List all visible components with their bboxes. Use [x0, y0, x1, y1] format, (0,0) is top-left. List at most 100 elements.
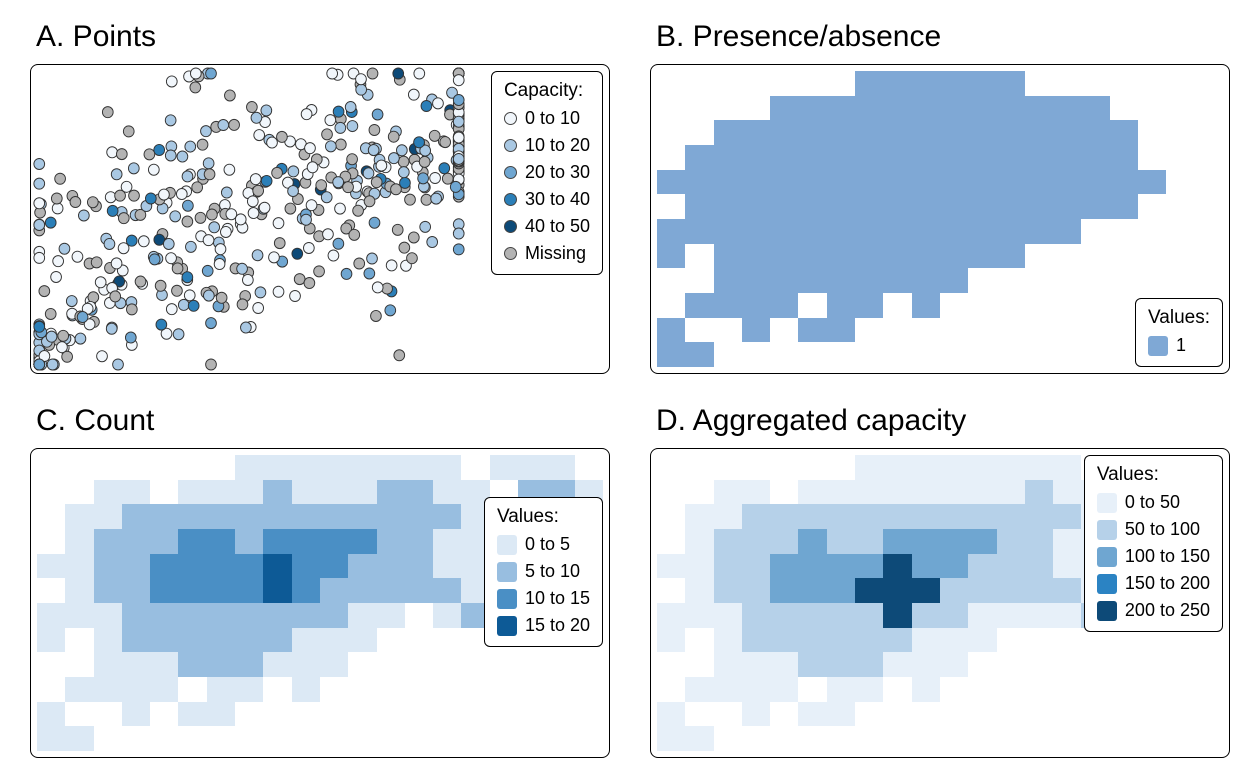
grid-cell [855, 578, 883, 603]
grid-cell [37, 603, 65, 628]
grid-cell [94, 726, 122, 751]
grid-cell [1081, 726, 1109, 751]
grid-cell [1166, 96, 1194, 121]
grid-cell [377, 554, 405, 579]
grid-cell [65, 726, 93, 751]
grid-cell [940, 293, 968, 318]
grid-cell [65, 504, 93, 529]
grid-cell [657, 145, 685, 170]
legend-swatch [1097, 520, 1117, 540]
legend-swatch [1097, 493, 1117, 513]
grid-cell [968, 342, 996, 367]
grid-cell [178, 578, 206, 603]
grid-cell [461, 726, 489, 751]
grid-cell [263, 480, 291, 505]
grid-cell [685, 702, 713, 727]
grid-cell [377, 677, 405, 702]
grid-cell [1110, 219, 1138, 244]
grid-cell [798, 145, 826, 170]
grid-cell [1025, 578, 1053, 603]
grid-cell [997, 603, 1025, 628]
grid-cell [855, 318, 883, 343]
grid-cell [742, 71, 770, 96]
grid-cell [1166, 145, 1194, 170]
grid-cell [1110, 244, 1138, 269]
grid-cell [178, 603, 206, 628]
grid-cell [405, 702, 433, 727]
grid-cell [798, 170, 826, 195]
legend-swatch [1148, 336, 1168, 356]
grid-cell [912, 293, 940, 318]
grid-cell [714, 71, 742, 96]
grid-cell [714, 504, 742, 529]
grid-cell [405, 455, 433, 480]
grid-cell [657, 96, 685, 121]
grid-cell [1025, 96, 1053, 121]
grid-cell [912, 554, 940, 579]
grid-cell [433, 529, 461, 554]
grid-cell [292, 578, 320, 603]
grid-cell [742, 145, 770, 170]
grid-cell [178, 455, 206, 480]
grid-cell [1081, 244, 1109, 269]
grid-cell [827, 504, 855, 529]
grid-cell [207, 677, 235, 702]
grid-cell [150, 726, 178, 751]
grid-cell [94, 652, 122, 677]
grid-cell [575, 702, 603, 727]
grid-cell [827, 480, 855, 505]
grid-cell [1081, 145, 1109, 170]
grid-cell [1025, 504, 1053, 529]
grid-cell [320, 603, 348, 628]
grid-cell [37, 702, 65, 727]
grid-cell [714, 170, 742, 195]
grid-cell [37, 677, 65, 702]
grid-cell [883, 120, 911, 145]
grid-cell [575, 726, 603, 751]
grid-cell [968, 554, 996, 579]
grid-cell [1110, 194, 1138, 219]
grid-cell [377, 578, 405, 603]
panel-b-box: Values: 1 [650, 64, 1230, 374]
panel-a-legend: Capacity: 0 to 1010 to 2020 to 3030 to 4… [491, 71, 603, 275]
grid-cell [827, 120, 855, 145]
grid-cell [1053, 194, 1081, 219]
grid-cell [798, 603, 826, 628]
grid-cell [1138, 71, 1166, 96]
grid-cell [1195, 702, 1223, 727]
grid-cell [1195, 194, 1223, 219]
grid-cell [770, 554, 798, 579]
grid-cell [1081, 677, 1109, 702]
grid-cell [827, 554, 855, 579]
grid-cell [997, 455, 1025, 480]
grid-cell [207, 455, 235, 480]
grid-cell [798, 96, 826, 121]
grid-cell [292, 677, 320, 702]
grid-cell [742, 219, 770, 244]
grid-cell [178, 554, 206, 579]
legend-title: Values: [1148, 307, 1210, 329]
grid-cell [433, 628, 461, 653]
grid-cell [742, 455, 770, 480]
grid-cell [405, 628, 433, 653]
grid-cell [94, 504, 122, 529]
grid-cell [742, 244, 770, 269]
grid-cell [968, 71, 996, 96]
grid-cell [855, 244, 883, 269]
grid-cell [65, 628, 93, 653]
grid-cell [150, 480, 178, 505]
grid-cell [770, 652, 798, 677]
grid-cell [490, 677, 518, 702]
grid-cell [1110, 170, 1138, 195]
grid-cell [461, 455, 489, 480]
grid-cell [798, 628, 826, 653]
grid-cell [855, 219, 883, 244]
grid-cell [122, 455, 150, 480]
grid-cell [94, 554, 122, 579]
legend-label: 10 to 20 [525, 135, 590, 156]
grid-cell [1025, 455, 1053, 480]
grid-cell [1110, 726, 1138, 751]
grid-cell [770, 268, 798, 293]
grid-cell [1053, 342, 1081, 367]
grid-cell [1025, 480, 1053, 505]
